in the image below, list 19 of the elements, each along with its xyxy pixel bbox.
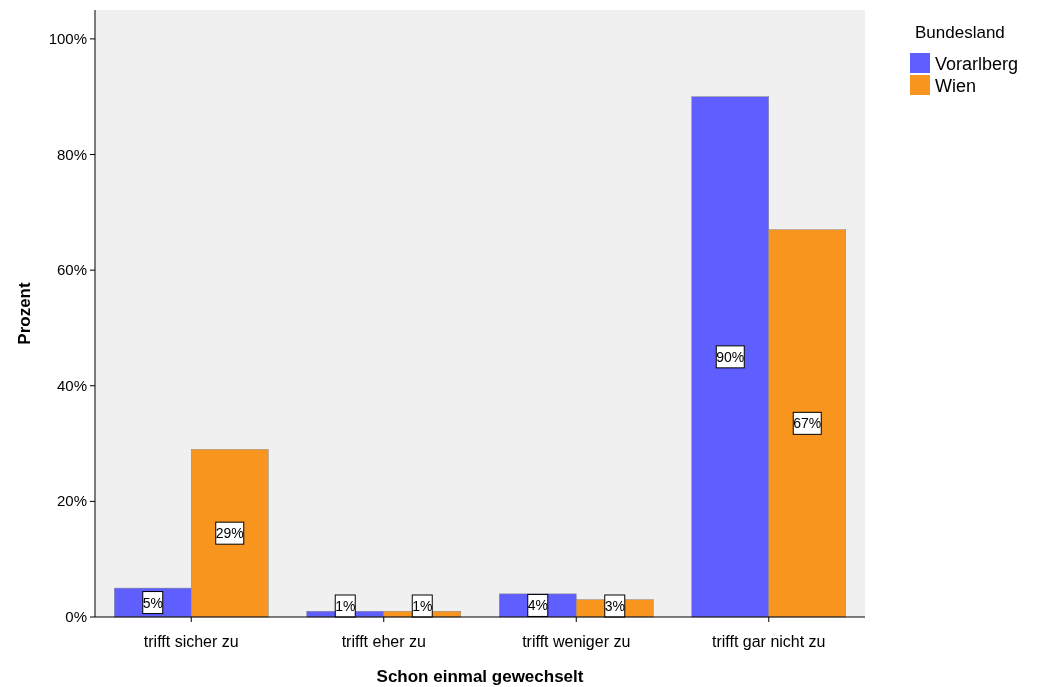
- legend-label: Vorarlberg: [935, 54, 1019, 74]
- legend-label: Wien: [935, 76, 977, 96]
- data-label: 90%: [716, 348, 745, 365]
- x-tick-label: trifft eher zu: [341, 633, 426, 650]
- data-label: 67%: [793, 415, 822, 432]
- y-axis-title: Prozent: [15, 281, 34, 345]
- x-tick-label: trifft weniger zu: [522, 633, 631, 650]
- data-label: 1%: [412, 598, 433, 614]
- x-axis-title: Schon einmal gewechselt: [376, 667, 584, 686]
- y-tick-label: 60%: [56, 261, 87, 279]
- data-label: 1%: [335, 598, 356, 614]
- y-tick-label: 20%: [56, 492, 87, 510]
- y-tick-label: 100%: [48, 29, 87, 47]
- legend-title: Bundesland: [915, 23, 1005, 42]
- y-tick-label: 40%: [56, 376, 87, 394]
- x-tick-label: trifft sicher zu: [143, 633, 239, 650]
- y-tick-label: 0%: [65, 608, 87, 625]
- y-tick-label: 80%: [56, 145, 87, 163]
- x-tick-label: trifft gar nicht zu: [711, 633, 826, 650]
